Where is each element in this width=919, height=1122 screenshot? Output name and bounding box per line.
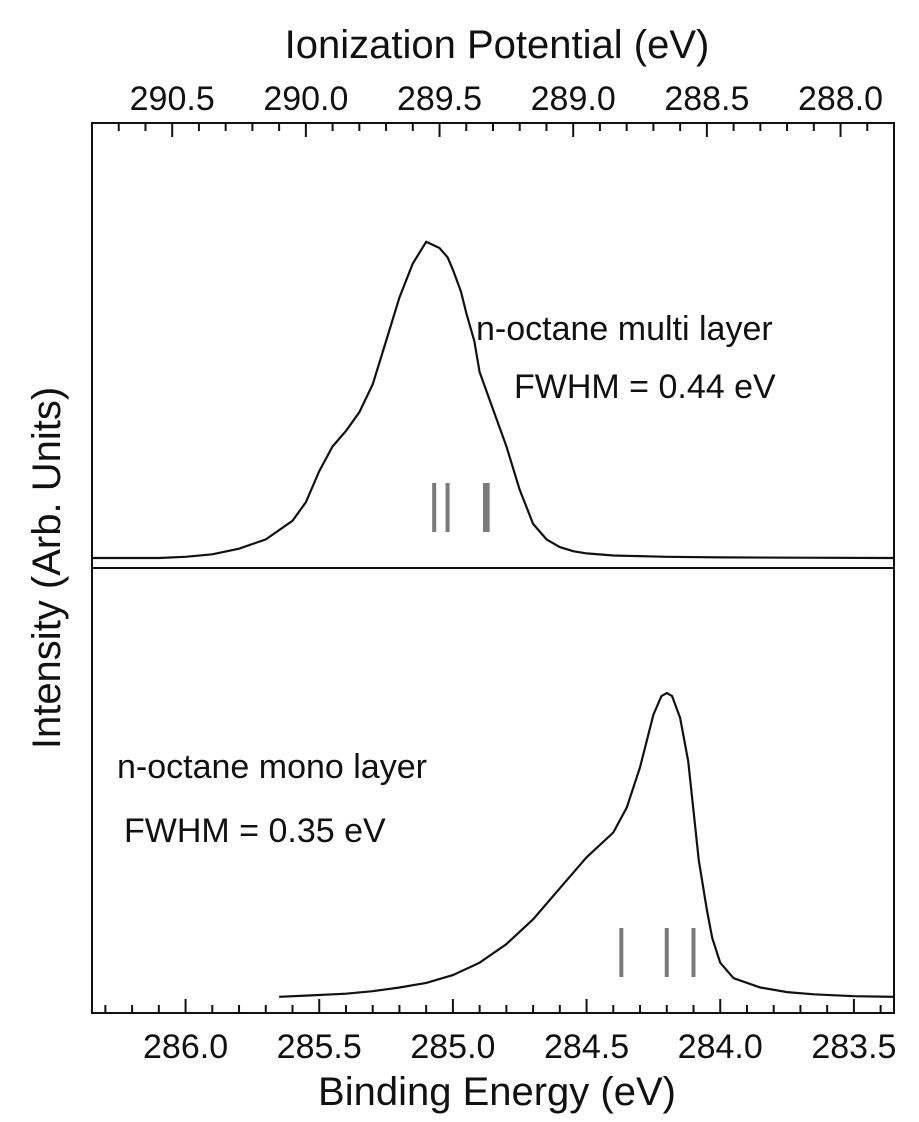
bottom-axis-tick-labels: 286.0 285.5 285.0 284.5 284.0 283.5 [143, 1028, 896, 1066]
bottom-tick-label: 283.5 [811, 1028, 896, 1066]
annotation-multi-layer-label: n-octane multi layer [476, 310, 773, 348]
annotation-mono-layer-fwhm: FWHM = 0.35 eV [124, 812, 386, 850]
top-tick-label: 288.5 [664, 80, 749, 118]
top-tick-label: 289.5 [397, 80, 482, 118]
top-axis-tick-labels: 290.5 290.0 289.5 289.0 288.5 288.0 [130, 80, 883, 118]
top-tick-label: 288.0 [798, 80, 883, 118]
bottom-axis-ticks [104, 999, 882, 1013]
top-tick-label: 289.0 [531, 80, 616, 118]
top-axis-ticks [91, 123, 869, 137]
bottom-tick-label: 285.0 [410, 1028, 495, 1066]
annotation-multi-layer-fwhm: FWHM = 0.44 eV [514, 368, 776, 406]
bottom-axis-title: Binding Energy (eV) [318, 1070, 676, 1114]
bottom-tick-label: 284.5 [544, 1028, 629, 1066]
top-tick-label: 290.5 [130, 80, 215, 118]
bottom-tick-label: 285.5 [277, 1028, 362, 1066]
annotation-mono-layer-label: n-octane mono layer [117, 748, 427, 786]
bottom-tick-label: 284.0 [678, 1028, 763, 1066]
top-axis-title: Ionization Potential (eV) [285, 23, 710, 67]
y-axis-title: Intensity (Arb. Units) [25, 387, 69, 749]
bottom-tick-label: 286.0 [143, 1028, 228, 1066]
series-mono-layer-line [279, 691, 895, 998]
top-tick-label: 290.0 [263, 80, 348, 118]
series-multi-layer-line [92, 240, 895, 560]
peak-component-markers [432, 483, 696, 977]
